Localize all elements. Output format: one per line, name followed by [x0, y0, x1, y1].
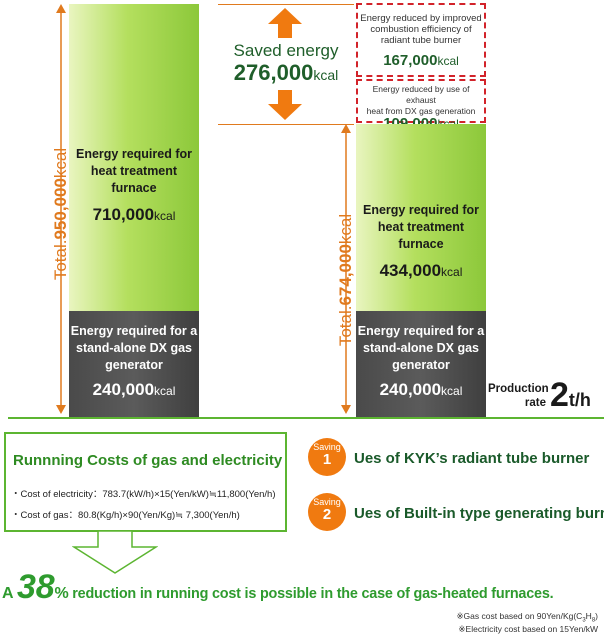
saved-up-arrow-svg — [268, 8, 302, 38]
saved-down-arrow-svg — [268, 90, 302, 120]
saving-2-badge: Saving 2 — [308, 493, 346, 531]
production-rate-line2: rate — [524, 397, 546, 409]
saving-1-badge: Saving 1 — [308, 438, 346, 476]
saved-up-arrow — [268, 8, 302, 38]
running-costs-box: Runnning Costs of gas and electricity ・C… — [4, 432, 287, 532]
left-total-arrow — [55, 4, 67, 414]
left-generator-value: 240,000kcal — [92, 380, 176, 399]
saved-energy-value: 276,000kcal — [233, 60, 339, 85]
right-furnace-bar: Energy required for heat treatment furna… — [356, 124, 486, 311]
running-costs-title: Runnning Costs of gas and electricity — [13, 452, 283, 469]
saved-down-arrow — [268, 90, 302, 120]
left-furnace-bar: Energy required for heat treatment furna… — [69, 4, 199, 311]
production-rate-line1: Production — [488, 383, 549, 395]
right-total-arrow — [340, 124, 352, 414]
left-total-arrow-svg — [56, 4, 66, 414]
right-generator-value: 240,000kcal — [379, 380, 463, 399]
saving-item-1: Saving 1 Ues of KYK’s radiant tube burne… — [308, 438, 604, 478]
exhaust-heat-saving-box: Energy reduced by use of exhaust heat fr… — [356, 79, 486, 131]
left-generator-label: Energy required for a stand-alone DX gas… — [70, 324, 198, 372]
radiant-burner-saving-box: Energy reduced by improved combustion ef… — [356, 3, 486, 77]
right-generator-label: Energy required for a stand-alone DX gas… — [357, 324, 485, 372]
saving-1-text: Ues of KYK’s radiant tube burner — [354, 450, 590, 467]
right-furnace-label: Energy required for heat treatment furna… — [363, 203, 479, 251]
left-furnace-value: 710,000kcal — [92, 205, 176, 224]
conclusion-down-arrow — [71, 530, 159, 575]
production-rate: Production rate 2t/h — [488, 376, 602, 414]
production-rate-value: 2t/h — [550, 376, 591, 414]
gas-cost-line: ・Cost of gas：80.8(Kg/h)×90(Yen/Kg)≒ 7,30… — [11, 510, 240, 521]
top-reference-line — [218, 4, 354, 5]
bottom-reference-line — [218, 124, 354, 125]
saved-energy-title: Saved energy — [233, 41, 339, 60]
right-total-arrow-svg — [341, 124, 351, 414]
left-furnace-label: Energy required for heat treatment furna… — [76, 147, 192, 195]
right-furnace-value: 434,000kcal — [379, 261, 463, 280]
gas-cost-footnote: ※Gas cost based on 90Yen/Kg(C3H8) — [456, 611, 598, 624]
conclusion-down-arrow-svg — [71, 530, 159, 574]
conclusion-text: A 38% reduction in running cost is possi… — [2, 568, 554, 606]
electricity-cost-line: ・Cost of electricity：783.7(kW/h)×15(Yen/… — [11, 489, 276, 500]
saving-2-text: Ues of Built-in type generating burner — [354, 505, 604, 522]
right-generator-bar: Energy required for a stand-alone DX gas… — [356, 311, 486, 417]
baseline — [8, 417, 604, 419]
electricity-cost-footnote: ※Electricity cost based on 15Yen/kW — [458, 624, 598, 634]
saving-item-2: Saving 2 Ues of Built-in type generating… — [308, 493, 604, 533]
left-generator-bar: Energy required for a stand-alone DX gas… — [69, 311, 199, 417]
